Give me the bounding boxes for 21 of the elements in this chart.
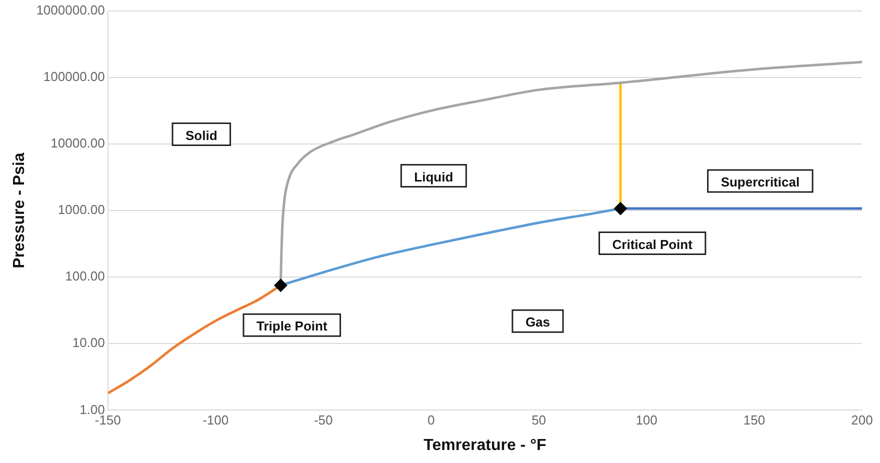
x-tick-label: 150 (743, 412, 766, 428)
y-tick-label: 10000.00 (50, 136, 105, 151)
y-tick-label: 1000000.00 (36, 2, 105, 18)
annotation: Supercritical (720, 174, 800, 190)
y-tick-label: 100000.00 (43, 68, 105, 84)
x-tick-label: 50 (532, 412, 546, 428)
annotation: Triple Point (256, 318, 328, 334)
x-tick-label: -50 (314, 412, 333, 428)
x-tick-label: -100 (202, 412, 229, 428)
x-tick-label: 0 (427, 412, 435, 428)
y-axis-title: Pressure - Psia (11, 152, 28, 268)
y-tick-label: 10.00 (72, 335, 105, 350)
x-tick-label: 100 (636, 412, 658, 428)
y-tick-label: 100.00 (65, 268, 105, 284)
annotation: Gas (525, 314, 550, 330)
y-tick-label: 1000.00 (58, 202, 105, 218)
x-axis-title: Temrerature - °F (424, 436, 546, 454)
annotation: Solid (186, 128, 218, 143)
x-tick-label: 200 (851, 412, 873, 428)
annotation: Liquid (414, 169, 454, 184)
annotation: Critical Point (612, 236, 694, 252)
